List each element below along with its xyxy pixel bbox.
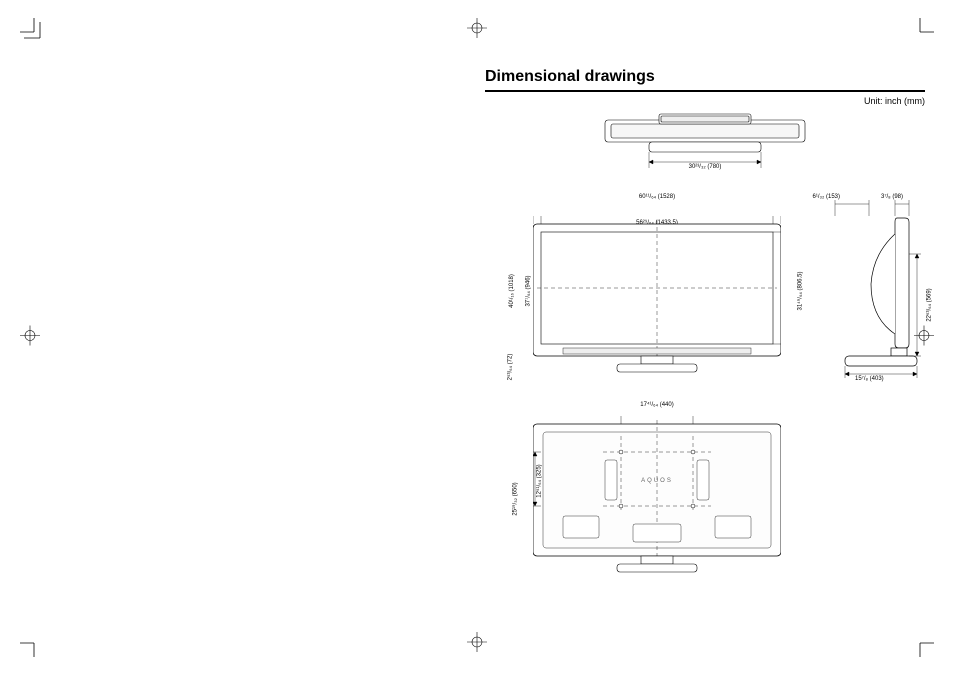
dim-overall-height: 40¹/₁₆ (1018) [509,274,515,308]
title-rule [485,90,925,92]
page-content: Dimensional drawings Unit: inch (mm) [485,68,925,592]
dim-rear-height: 25¹⁹/₃₂ (650) [513,482,519,515]
drawing-top-view: 30²³/₃₂ (780) [575,112,835,182]
drawing-side-view: 22⁶³/₆₄ (569) 15⁷/₈ (403) [805,194,925,384]
crop-mark-br [912,635,934,657]
crop-mark-tr [912,18,934,40]
dim-overall-width: 60¹¹/₆₄ (1528) [639,194,675,200]
dim-side-base: 15⁷/₈ (403) [855,376,884,382]
crop-mark-bl [20,635,42,657]
dim-stand-gap: 2⁵³/₆₄ (72) [507,354,513,381]
unit-label: Unit: inch (mm) [485,96,925,106]
drawing-front-view: 40¹/₁₆ (1018) 37⁷/₆₄ (946) 2⁵³/₆₄ (72) 3… [533,216,781,374]
page-title: Dimensional drawings [485,68,925,86]
dim-screen-height: 37⁷/₆₄ (946) [526,275,532,306]
registration-mark-top [467,18,487,43]
dim-rear-vesa-h: 12⁵¹/₆₄ (325) [537,464,543,497]
drawing-rear-view: AQUOS [533,416,781,574]
brand-logo: AQUOS [641,478,673,484]
crop-mark-tl [20,18,42,40]
dim-active-height: 31⁴⁹/₆₄ (806.5) [798,271,804,310]
dim-stand-width: 30²³/₃₂ (780) [689,164,722,170]
drawing-front-side-block: 60¹¹/₆₄ (1528) 56²⁹/₆₄ (1433.5) 6¹/₃₂ (1… [485,194,925,384]
registration-mark-bottom [467,632,487,657]
dim-side-height: 22⁶³/₆₄ (569) [927,288,933,321]
registration-mark-left [20,325,40,350]
drawing-rear-block: 17⁴¹/₆₄ (440) [533,402,853,592]
dim-rear-vesa-w: 17⁴¹/₆₄ (440) [640,402,673,408]
